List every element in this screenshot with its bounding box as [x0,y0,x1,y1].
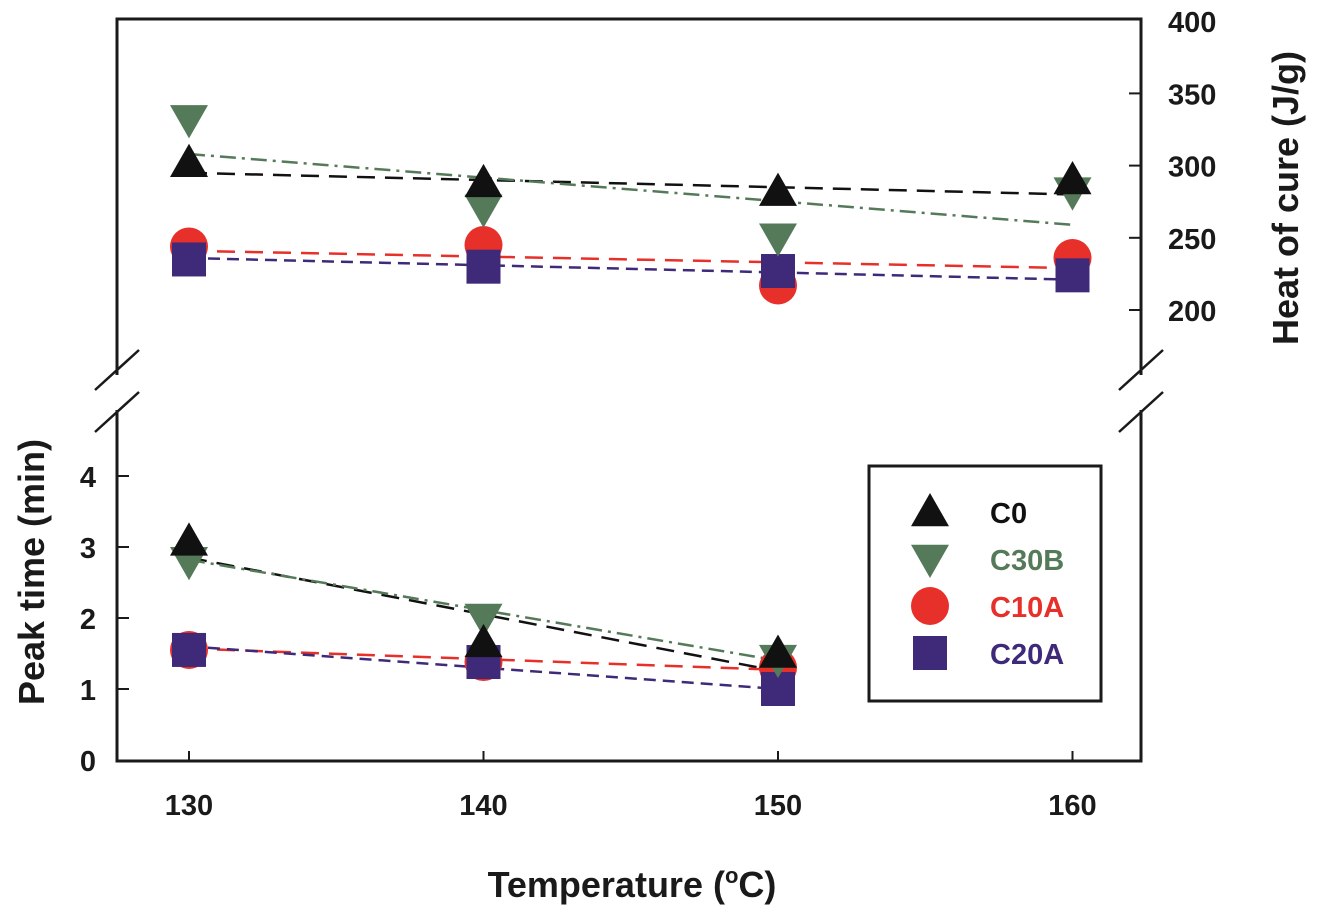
right-y-tick-label: 350 [1168,79,1216,111]
legend-label-c20a: C20A [990,639,1064,671]
left-y-tick-label: 4 [80,462,96,494]
x-axis-title-main: Temperature ( [488,864,725,905]
x-tick-label: 130 [165,790,213,822]
marker-heat-c0 [759,172,797,206]
legend-marker-c0 [911,493,949,527]
axis-break-mark [94,391,140,433]
axis-break-mark [1118,349,1164,391]
x-tick-label: 160 [1048,790,1096,822]
legend-label-c10a: C10A [990,592,1064,624]
legend-label-c0: C0 [990,498,1027,530]
right-y-tick-label: 300 [1168,152,1216,184]
axis-break-mark [94,349,140,391]
marker-peak-c0 [170,522,208,556]
fit-lines [188,152,1073,691]
legend-marker-c10a [911,587,949,625]
x-axis: 130 140 150 160 [165,751,1097,822]
legend-marker-c30b [911,544,949,578]
marker-heat-c20a [1055,258,1090,293]
x-axis-title-unit: C) [738,864,776,905]
marker-heat-c30b [170,105,208,139]
legend-box [867,464,1103,703]
left-y-axis: 0 1 2 3 4 [80,462,129,778]
right-y-axis-title: Heat of cure (J/g) [1265,51,1306,345]
left-y-tick-label: 2 [80,604,96,636]
fit-line-heat-c10a [188,249,1073,270]
legend: C0 C30B C10A C20A [867,464,1103,703]
marker-heat-c20a [761,254,795,289]
fit-line-heat-c20a [188,256,1073,281]
marker-peak-c0 [759,634,797,668]
right-y-tick-label: 400 [1168,7,1216,39]
marker-peak-c0 [464,623,503,658]
marker-heat-c0 [1053,161,1092,195]
marker-peak-c30b [464,603,503,637]
x-tick-label: 150 [754,790,802,822]
x-axis-title-degree: o [725,863,738,888]
marker-heat-c20a [172,242,206,277]
x-axis-title: Temperature (oC) [488,863,777,905]
fit-line-heat-c0 [188,171,1073,196]
right-y-tick-label: 250 [1168,224,1216,256]
left-y-tick-label: 3 [80,533,96,565]
plot-frame-top [115,17,1143,375]
right-y-axis: 200 250 300 350 400 [1129,7,1216,328]
fit-line-heat-c30b [188,152,1073,227]
legend-label-c30b: C30B [990,545,1064,577]
axis-break-mark [1118,391,1164,433]
left-y-tick-label: 0 [80,746,96,778]
data-markers [170,105,1092,706]
plot-frame-bottom [115,410,1143,763]
fit-line-peak-c30b [188,558,779,662]
x-tick-label: 140 [459,790,507,822]
marker-heat-c30b [464,194,503,228]
right-y-tick-label: 200 [1168,296,1216,328]
left-y-axis-title: Peak time (min) [11,439,52,705]
marker-heat-c0 [464,163,503,198]
marker-heat-c0 [170,143,208,177]
marker-heat-c20a [466,249,501,284]
legend-marker-c20a [913,636,947,670]
plot-frame [94,17,1164,763]
marker-heat-c30b [759,223,797,257]
marker-peak-c20a [172,632,206,667]
left-y-tick-label: 1 [80,675,96,707]
